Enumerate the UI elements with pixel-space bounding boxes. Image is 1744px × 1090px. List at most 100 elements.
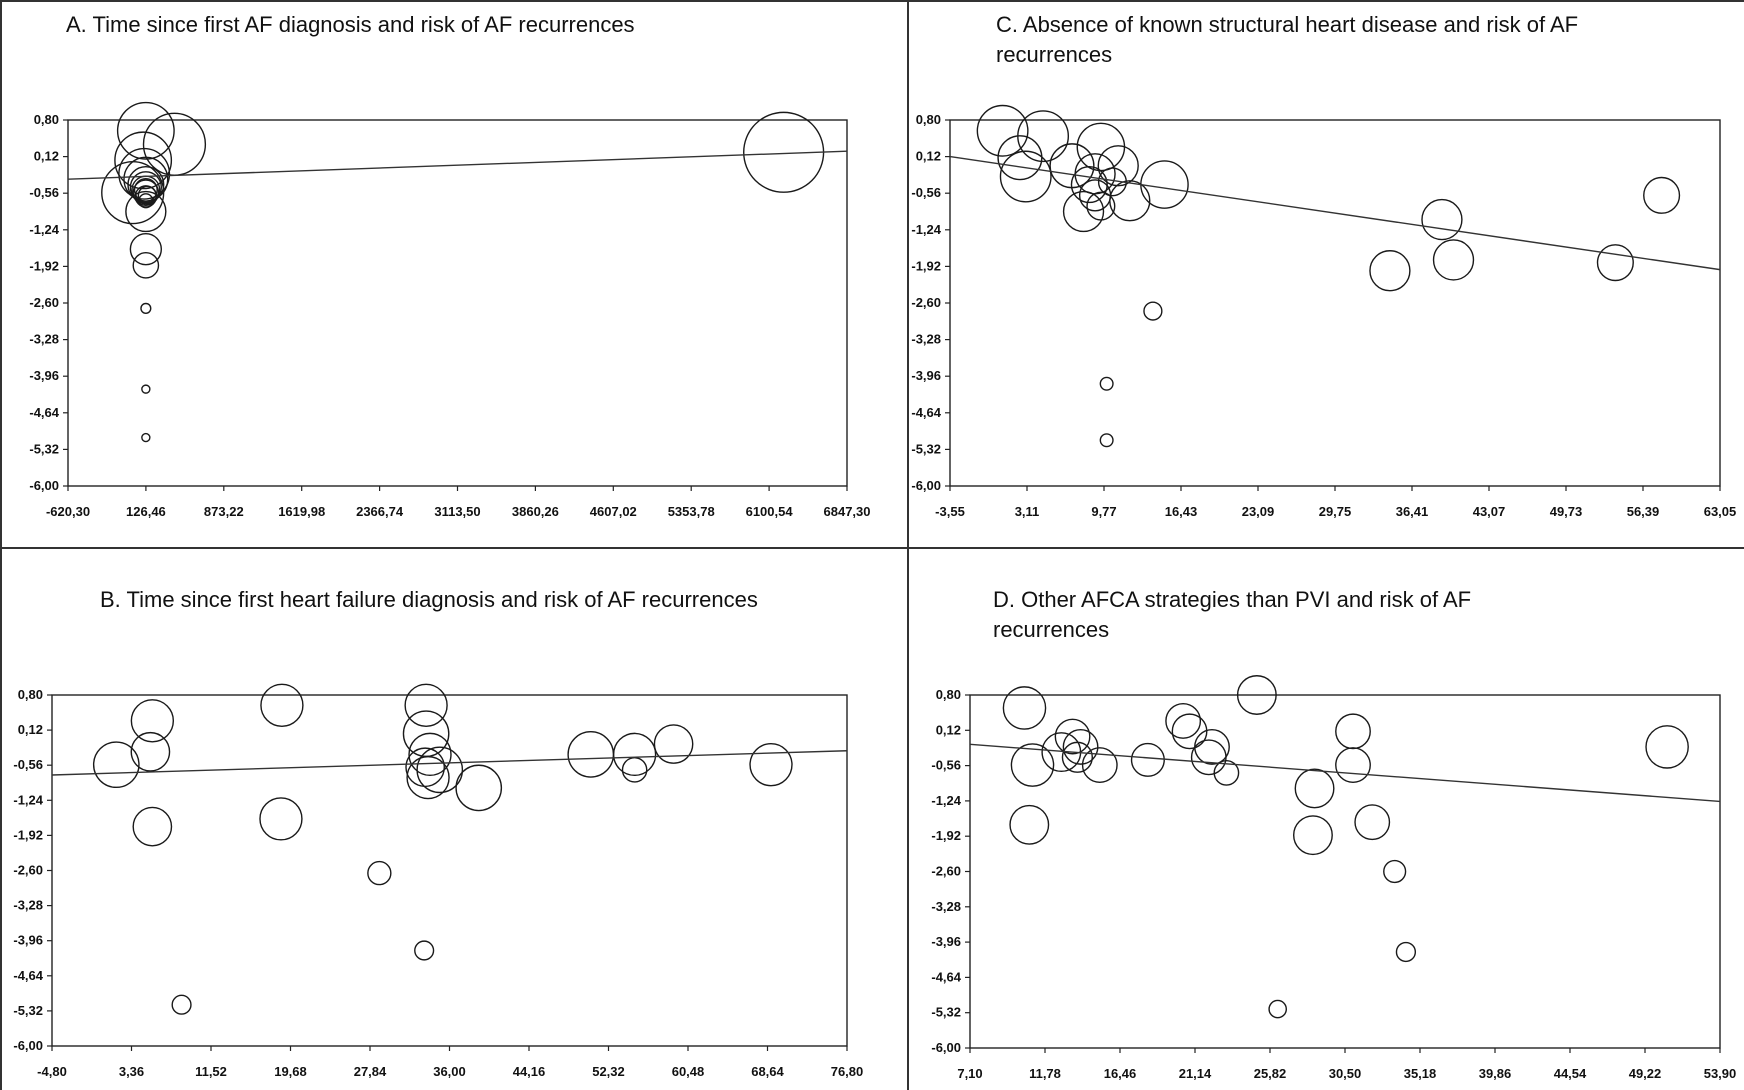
- chart-a-ytick-label: -3,28: [29, 332, 59, 347]
- chart-a-xtick-label: -620,30: [46, 504, 90, 519]
- chart-d-ytick-label: -1,24: [931, 793, 961, 808]
- panel-a-title: A. Time since first AF diagnosis and ris…: [66, 12, 635, 37]
- chart-c-xtick-label: 23,09: [1242, 504, 1275, 519]
- chart-a-xtick-label: 6100,54: [746, 504, 794, 519]
- chart-d-xtick-label: 21,14: [1179, 1066, 1212, 1081]
- chart-b-study-bubble: [414, 940, 435, 961]
- chart-b-xtick-label: 36,00: [433, 1064, 466, 1079]
- chart-d-xtick-label: 30,50: [1329, 1066, 1362, 1081]
- chart-c-plot-frame: [949, 119, 1721, 487]
- chart-b-study-bubble: [259, 797, 303, 841]
- chart-c-study-bubble: [1140, 160, 1189, 209]
- chart-c-ytick-label: -6,00: [911, 478, 941, 493]
- outer-border-left: [0, 0, 2, 1090]
- panel-a: A. Time since first AF diagnosis and ris…: [0, 0, 908, 548]
- chart-b-ytick-label: -3,28: [13, 898, 43, 913]
- chart-b-xtick-label: 76,80: [831, 1064, 864, 1079]
- chart-b-ytick-label: -3,96: [13, 933, 43, 948]
- chart-c-study-bubble: [1062, 190, 1105, 233]
- chart-b-xtick-label: 68,64: [751, 1064, 784, 1079]
- chart-b-study-bubble: [171, 994, 192, 1015]
- chart-b-study-bubble: [455, 764, 503, 812]
- chart-b-study-bubble: [367, 860, 392, 886]
- chart-c-ytick-label: 0,80: [916, 112, 941, 127]
- chart-d-study-bubble: [1395, 941, 1417, 963]
- chart-b-xtick-label: 11,52: [195, 1064, 227, 1079]
- chart-d-study-bubble: [1383, 859, 1407, 884]
- chart-c-xtick-label: 16,43: [1165, 504, 1198, 519]
- chart-d-xtick-label: 7,10: [957, 1066, 982, 1081]
- chart-b-study-bubble: [130, 731, 171, 772]
- chart-b-regression-line: [51, 750, 848, 776]
- chart-b-study-bubble: [405, 747, 445, 788]
- chart-a-ytick-label: -1,24: [29, 222, 59, 237]
- chart-a-study-bubble: [118, 147, 171, 200]
- chart-c-xtick-label: 36,41: [1396, 504, 1429, 519]
- chart-b-study-bubble: [404, 683, 448, 727]
- chart-b-study-bubble: [130, 699, 175, 743]
- chart-a-xtick-label: 6847,30: [824, 504, 871, 519]
- chart-a-xtick-label: 1619,98: [278, 504, 325, 519]
- chart-c-study-bubble: [1643, 176, 1681, 214]
- chart-b-study-bubble: [260, 683, 304, 727]
- chart-c-ytick-label: -1,92: [911, 258, 941, 273]
- chart-c-ytick-label: -3,28: [911, 332, 941, 347]
- chart-c-ytick-label: -2,60: [911, 295, 941, 310]
- chart-d-study-bubble: [1268, 999, 1288, 1019]
- vertical-divider: [907, 0, 909, 1090]
- panel-b: B. Time since first heart failure diagno…: [0, 548, 908, 1090]
- chart-a-xtick-label: 4607,02: [590, 504, 637, 519]
- chart-b-study-bubble: [621, 757, 648, 783]
- chart-d-ytick-label: -6,00: [931, 1040, 961, 1055]
- chart-b-ytick-label: -4,64: [13, 968, 43, 983]
- chart-a-xtick-label: 873,22: [204, 504, 244, 519]
- chart-c-ytick-label: -4,64: [911, 405, 941, 420]
- panel-d-title: D. Other AFCA strategies than PVI and ri…: [993, 587, 1472, 642]
- chart-a-study-bubble: [132, 251, 160, 279]
- chart-a-study-bubble: [129, 171, 163, 204]
- chart-a-study-bubble: [138, 193, 154, 209]
- chart-d-ytick-label: -3,28: [931, 899, 961, 914]
- chart-a-xtick-label: 5353,78: [668, 504, 715, 519]
- panel-d: D. Other AFCA strategies than PVI and ri…: [908, 548, 1744, 1090]
- chart-b-xtick-label: 27,84: [354, 1064, 387, 1079]
- chart-a-study-bubble: [141, 432, 151, 443]
- chart-a-study-bubble: [141, 384, 151, 394]
- chart-d-study-bubble: [1002, 686, 1047, 730]
- chart-a-xtick-label: 2366,74: [356, 504, 404, 519]
- panel-c: C. Absence of known structural heart dis…: [908, 0, 1744, 548]
- chart-b-xtick-label: 44,16: [513, 1064, 546, 1079]
- chart-d-ytick-label: -1,92: [931, 828, 961, 843]
- chart-b-study-bubble: [612, 732, 657, 777]
- chart-d-xtick-label: 25,82: [1254, 1066, 1287, 1081]
- outer-border-top: [0, 0, 1744, 2]
- chart-a-study-bubble: [133, 177, 158, 202]
- chart-b-study-bubble: [653, 724, 694, 764]
- chart-b-ytick-label: 0,12: [18, 722, 43, 737]
- chart-a-xtick-label: 3113,50: [434, 504, 480, 519]
- chart-c-study-bubble: [1086, 191, 1116, 221]
- chart-d-study-bubble: [1236, 675, 1277, 715]
- chart-c-ytick-label: -5,32: [911, 441, 941, 456]
- chart-d-ytick-label: 0,12: [936, 722, 961, 737]
- chart-d-study-bubble: [1081, 747, 1118, 784]
- chart-b-xtick-label: 3,36: [119, 1064, 144, 1079]
- chart-b-ytick-label: -6,00: [13, 1038, 43, 1053]
- chart-b-study-bubble: [416, 746, 464, 794]
- chart-c-study-bubble: [1109, 180, 1151, 222]
- chart-c-xtick-label: -3,55: [935, 504, 965, 519]
- chart-c-ytick-label: -3,96: [911, 368, 941, 383]
- chart-a-study-bubble: [142, 112, 207, 176]
- chart-a-ytick-label: -0,56: [29, 185, 59, 200]
- chart-d-study-bubble: [1062, 728, 1099, 765]
- chart-d-study-bubble: [1645, 725, 1689, 769]
- chart-d-xtick-label: 53,90: [1704, 1066, 1737, 1081]
- chart-a-ytick-label: -2,60: [29, 295, 59, 310]
- chart-b-study-bubble: [567, 731, 615, 778]
- chart-a-ytick-label: 0,12: [34, 149, 59, 164]
- panel-c-title: C. Absence of known structural heart dis…: [996, 12, 1579, 67]
- chart-d-study-bubble: [1010, 743, 1055, 787]
- chart-d-xtick-label: 35,18: [1404, 1066, 1437, 1081]
- chart-b-study-bubble: [92, 741, 140, 789]
